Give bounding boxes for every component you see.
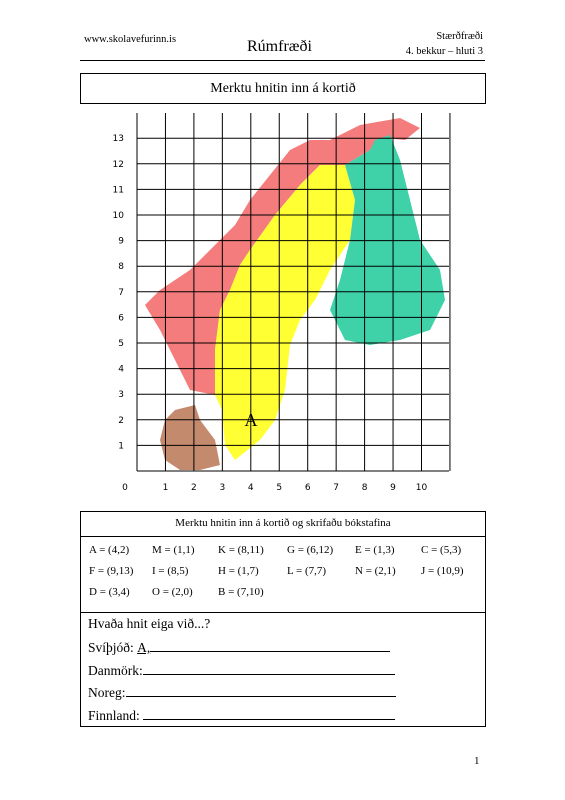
coordinate-entry: A = (4,2) — [89, 544, 130, 556]
answer-row: Svíþjóð: A, — [88, 639, 391, 656]
header-rule — [80, 60, 485, 61]
y-label: 11 — [113, 185, 124, 195]
y-label: 1 — [118, 441, 124, 451]
x-label: 8 — [362, 483, 368, 493]
y-label: 9 — [118, 237, 124, 247]
country-label: Noreg: — [88, 685, 126, 700]
coordinate-entry: N = (2,1) — [355, 565, 396, 577]
worksheet-title: Merktu hnitin inn á kortið — [210, 80, 356, 96]
task-heading: Merktu hnitin inn á kortið og skrifaðu b… — [81, 512, 485, 537]
coordinate-entry: H = (1,7) — [218, 565, 259, 577]
sweden — [215, 165, 355, 460]
y-label: 8 — [118, 262, 124, 272]
coordinate-entry: F = (9,13) — [89, 565, 134, 577]
answer-text: A, — [137, 640, 151, 655]
coordinate-entry: M = (1,1) — [152, 544, 195, 556]
answer-line — [142, 662, 395, 675]
coordinate-entry: B = (7,10) — [218, 586, 264, 598]
coordinate-entry: J = (10,9) — [421, 565, 464, 577]
coordinate-list: A = (4,2) M = (1,1) K = (8,11) G = (6,12) E … — [81, 537, 485, 613]
answer-line — [143, 707, 396, 720]
country-label: Danmörk: — [88, 663, 143, 678]
coordinate-entry: I = (8,5) — [152, 565, 189, 577]
y-label: 2 — [118, 416, 124, 426]
site-url: www.skolavefurinn.is — [84, 34, 177, 45]
denmark — [160, 405, 220, 470]
coordinate-entry: L = (7,7) — [287, 565, 327, 577]
x-label: 10 — [416, 483, 428, 493]
y-label: 6 — [118, 313, 124, 323]
country-label: Svíþjóð: — [88, 640, 134, 655]
question: Hvaða hnit eiga við...? — [88, 616, 211, 631]
answer-row: Noreg: — [88, 684, 396, 701]
coordinate-entry: O = (2,0) — [152, 586, 193, 598]
x-label: 7 — [333, 483, 339, 493]
x-label: 3 — [219, 483, 225, 493]
country-label: Finnland: — [88, 708, 140, 723]
finland — [330, 135, 445, 345]
x-label: 4 — [248, 483, 254, 493]
coordinate-entry: D = (3,4) — [89, 586, 130, 598]
x-label: 6 — [305, 483, 311, 493]
page-number: 1 — [474, 755, 480, 767]
x-label: 2 — [191, 483, 197, 493]
coordinate-entry: K = (8,11) — [218, 544, 264, 556]
answer-line — [125, 684, 396, 697]
map — [145, 118, 445, 470]
y-label: 5 — [118, 339, 124, 349]
x-label: 9 — [390, 483, 396, 493]
norway — [145, 118, 420, 395]
x-label: 0 — [122, 483, 128, 493]
task-box: Merktu hnitin inn á kortið og skrifaðu b… — [80, 511, 486, 727]
grade: 4. bekkur – hluti 3 — [405, 46, 483, 57]
y-label: 7 — [118, 288, 124, 298]
y-label: 10 — [113, 211, 125, 221]
grid — [136, 113, 451, 472]
coordinate-entry: E = (1,3) — [355, 544, 395, 556]
y-label: 4 — [118, 365, 124, 375]
coordinate-entry: G = (6,12) — [287, 544, 334, 556]
point-letter: A — [245, 410, 258, 430]
title-box: Merktu hnitin inn á kortið — [80, 73, 486, 104]
y-label: 13 — [113, 134, 124, 144]
answer-row: Danmörk: — [88, 662, 395, 679]
answer-line — [150, 639, 391, 652]
coordinate-entry: C = (5,3) — [421, 544, 462, 556]
header-title: Rúmfræði — [247, 38, 312, 55]
y-label: 12 — [113, 160, 124, 170]
x-label: 1 — [163, 483, 169, 493]
x-label: 5 — [276, 483, 282, 493]
subject: Stærðfræði — [436, 31, 483, 42]
y-label: 3 — [118, 390, 124, 400]
answer-row: Finnland: — [88, 707, 396, 724]
